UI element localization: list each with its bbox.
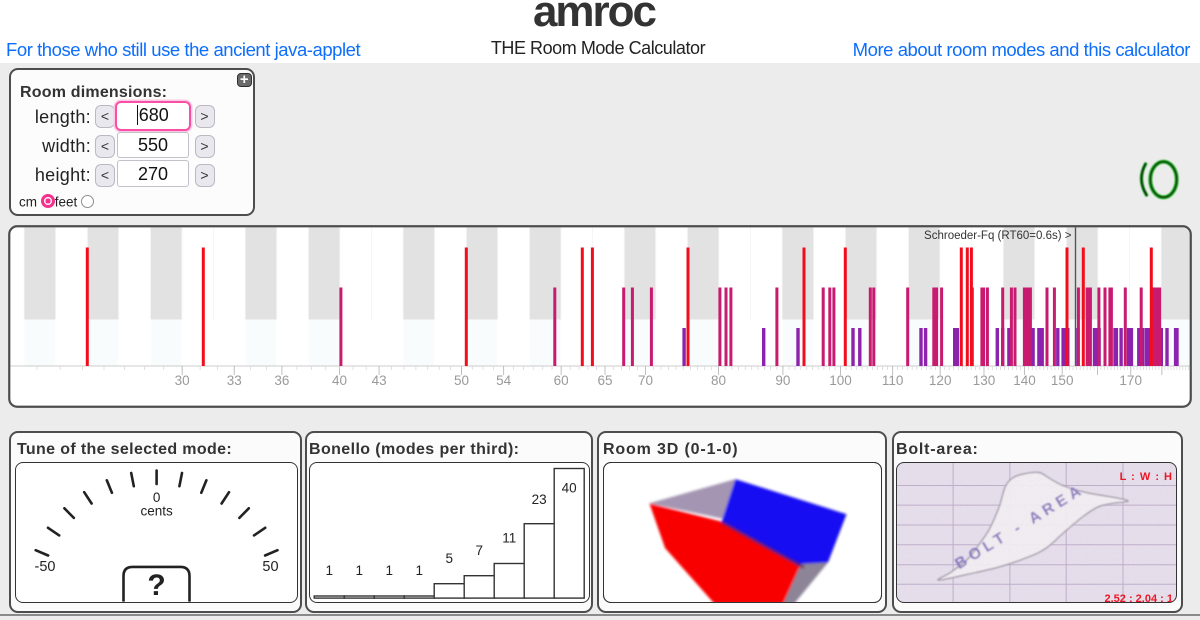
svg-text:2.52 : 2.04 : 1: 2.52 : 2.04 : 1 <box>1105 593 1174 603</box>
svg-text:100: 100 <box>829 373 852 388</box>
svg-text:11: 11 <box>502 531 516 546</box>
svg-text:0: 0 <box>153 490 161 505</box>
svg-text:70: 70 <box>638 373 653 388</box>
svg-text:50: 50 <box>262 559 278 575</box>
svg-text:-50: -50 <box>35 559 56 575</box>
svg-text:1: 1 <box>355 563 363 578</box>
svg-text:1: 1 <box>325 563 333 578</box>
svg-text:23: 23 <box>532 492 547 507</box>
svg-text:33: 33 <box>227 373 242 388</box>
svg-text:80: 80 <box>711 373 726 388</box>
svg-text:65: 65 <box>597 373 612 388</box>
svg-text:40: 40 <box>332 373 347 388</box>
svg-text:43: 43 <box>372 373 387 388</box>
svg-text:cents: cents <box>140 504 173 519</box>
svg-text:54: 54 <box>496 373 512 388</box>
svg-text:110: 110 <box>882 373 904 388</box>
svg-text:30: 30 <box>175 373 190 388</box>
svg-text:170: 170 <box>1119 373 1142 388</box>
svg-text:1: 1 <box>415 563 423 578</box>
svg-text:50: 50 <box>454 373 469 388</box>
svg-text:40: 40 <box>562 480 577 495</box>
svg-text:90: 90 <box>775 373 790 388</box>
svg-text:150: 150 <box>1051 373 1074 388</box>
svg-text:?: ? <box>147 569 165 602</box>
svg-text:130: 130 <box>973 373 996 388</box>
svg-text:120: 120 <box>929 373 952 388</box>
svg-text:1: 1 <box>385 563 393 578</box>
svg-text:5: 5 <box>445 551 453 566</box>
svg-text:36: 36 <box>274 373 289 388</box>
svg-text:140: 140 <box>1013 373 1036 388</box>
svg-text:L : W : H: L : W : H <box>1120 471 1173 483</box>
svg-text:7: 7 <box>475 543 483 558</box>
svg-text:Schroeder-Fq (RT60=0.6s) >: Schroeder-Fq (RT60=0.6s) > <box>924 230 1072 242</box>
svg-text:60: 60 <box>554 373 569 388</box>
